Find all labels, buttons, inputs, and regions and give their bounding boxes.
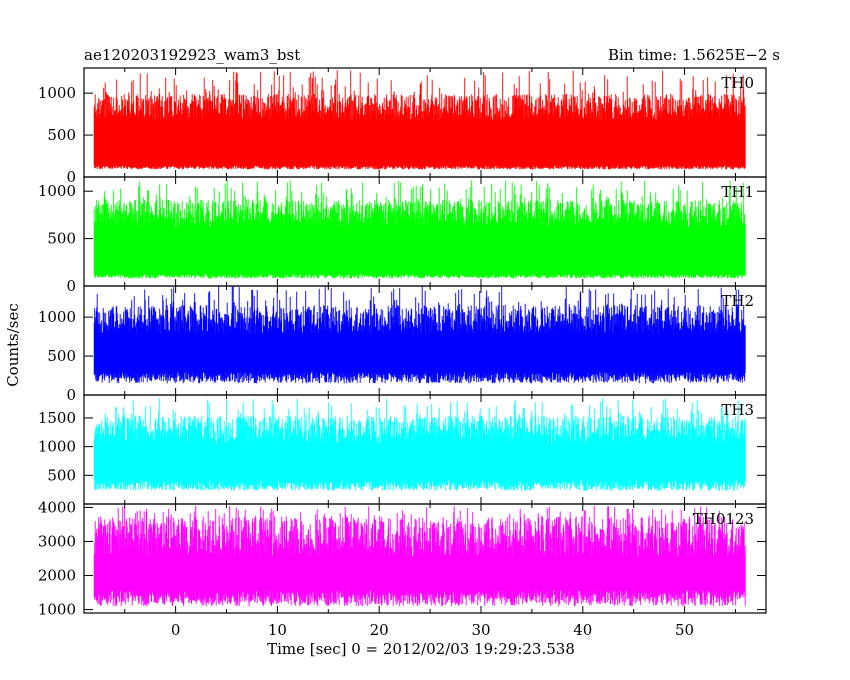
y-tick-label: 1000 (38, 601, 76, 619)
panel-frame (83, 503, 767, 614)
y-tick-label: 0 (66, 386, 76, 404)
y-axis-label: Counts/sec (4, 303, 22, 387)
y-tick-label: 1000 (38, 438, 76, 456)
y-tick-label: 1000 (38, 308, 76, 326)
x-axis-label: Time [sec] 0 = 2012/02/03 19:29:23.538 (267, 640, 575, 658)
y-tick-label: 0 (66, 168, 76, 186)
x-tick-label: 40 (573, 621, 592, 639)
panel-label-th0: TH0 (721, 74, 754, 92)
chart-title: ae120203192923_wam3_bst (84, 46, 300, 64)
panel-label-th3: TH3 (721, 401, 754, 419)
series-th3-line (93, 398, 746, 491)
chart-subtitle: Bin time: 1.5625E−2 s (608, 46, 780, 64)
y-tick-label: 500 (47, 230, 76, 248)
panel-th3: 500 1000 1500 TH3 (38, 394, 767, 505)
y-tick-label: 2000 (38, 567, 76, 585)
y-tick-label: 4000 (38, 498, 76, 516)
panel-label-th1: TH1 (721, 183, 754, 201)
y-tick-label: 3000 (38, 532, 76, 550)
panel-th0: 0 500 1000 TH0 (38, 67, 767, 186)
y-tick-label: 500 (47, 466, 76, 484)
series-th1-line (93, 180, 746, 279)
series-th2-line (93, 286, 746, 384)
x-tick-label: 0 (171, 621, 181, 639)
y-tick-label: 1000 (38, 182, 76, 200)
y-tick-label: 500 (47, 347, 76, 365)
panel-th2: 0 500 1000 TH2 (38, 285, 767, 404)
y-tick-label: 0 (66, 277, 76, 295)
panel-th0123: 1000 2000 3000 4000 TH0123 (38, 498, 767, 619)
panel-th1: 0 500 1000 TH1 (38, 176, 767, 295)
series-th0-line (93, 70, 746, 170)
panel-label-th0123: TH0123 (693, 510, 754, 528)
x-tick-label: 30 (471, 621, 490, 639)
panel-label-th2: TH2 (721, 292, 754, 310)
y-tick-label: 500 (47, 126, 76, 144)
x-tick-label: 50 (675, 621, 694, 639)
y-tick-label: 1500 (38, 409, 76, 427)
y-tick-label: 1000 (38, 84, 76, 102)
series-th0123-line (93, 505, 746, 607)
x-tick-label: 20 (370, 621, 389, 639)
x-tick-label: 10 (268, 621, 287, 639)
